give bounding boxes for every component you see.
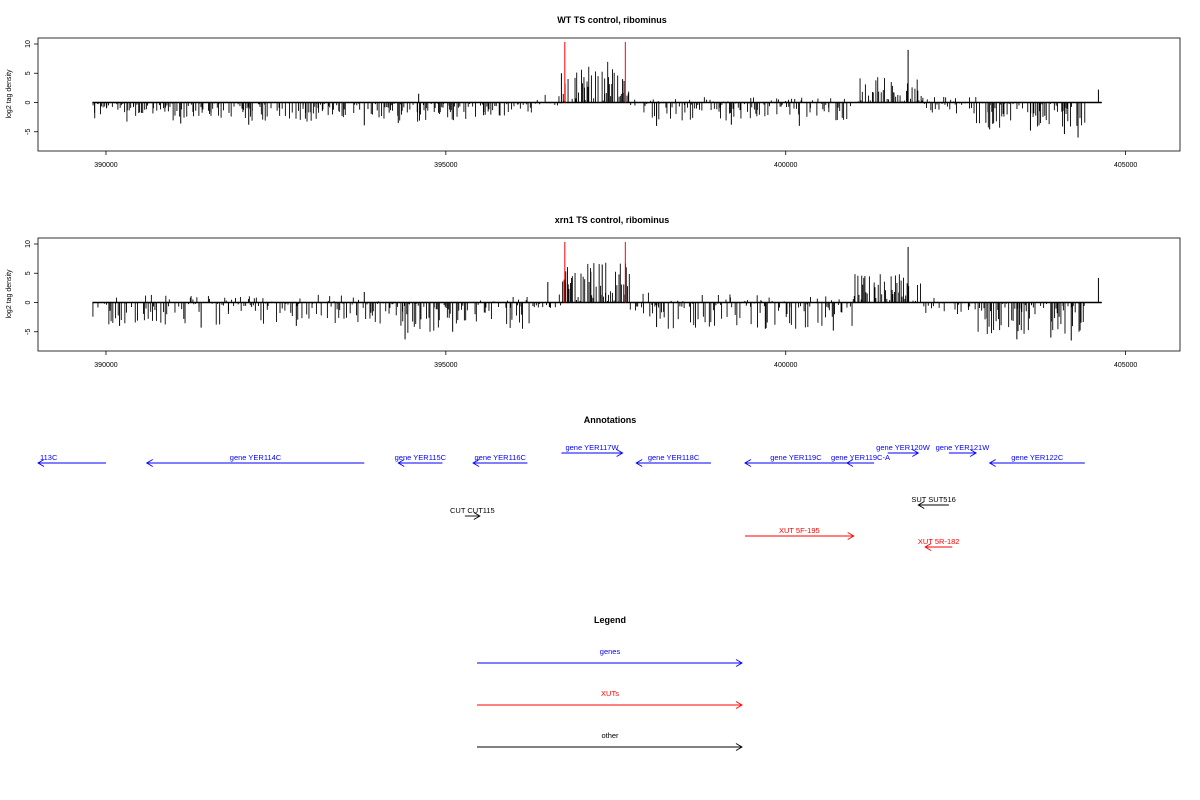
- wt-density-panel: WT TS control, ribominus 10 5 0 -5 390000 395…: [6, 15, 1181, 169]
- legend-item: genes: [477, 647, 743, 667]
- x-tick-label: 395000: [434, 162, 457, 169]
- feature-arrow: gene YER117W: [561, 443, 624, 457]
- feature-arrow: gene YER114C: [145, 453, 365, 467]
- x-tick-label: 405000: [1114, 162, 1137, 169]
- wt-panel-title: WT TS control, ribominus: [557, 15, 667, 25]
- y-tick-label: 5: [25, 271, 32, 275]
- feature-arrow: gene YER115C: [395, 453, 447, 467]
- legend-items: genes XUTs other: [477, 647, 743, 751]
- feature-arrow: SUT SUT516: [911, 495, 956, 509]
- feature-arrow: CUT CUT115: [450, 506, 495, 520]
- x-tick-label: 405000: [1114, 362, 1137, 369]
- feature-arrow: gene YER122C: [988, 453, 1085, 467]
- xrn1-density-bars: [92, 242, 1102, 341]
- feature-label: gene YER122C: [1011, 453, 1064, 462]
- feature-label: XUT 5F-195: [779, 526, 820, 535]
- feature-label: gene YER119C: [770, 453, 822, 462]
- annotation-track: Annotations 113C gene YER114C gene YER115C…: [37, 415, 1085, 551]
- feature-arrow: gene YER116C: [472, 453, 528, 467]
- wt-y-axis-label: log2 tag density: [6, 69, 13, 119]
- y-tick-label: -5: [25, 129, 32, 135]
- feature-label: gene YER118C: [648, 453, 700, 462]
- feature-label: gene YER114C: [230, 453, 282, 462]
- xrn1-plot-frame: [37, 237, 1181, 352]
- feature-arrow: gene YER120W: [876, 443, 931, 457]
- legend-item: XUTs: [477, 689, 743, 709]
- feature-arrow: XUT 5R-182: [918, 537, 960, 551]
- wt-plot-frame: [37, 37, 1181, 152]
- y-tick-label: 10: [25, 240, 32, 248]
- feature-arrow: gene YER119C: [744, 453, 847, 467]
- xrn1-density-panel: xrn1 TS control, ribominus 10 5 0 -5 390000 3…: [6, 215, 1181, 369]
- annotations-title: Annotations: [584, 415, 637, 425]
- x-tick-label: 400000: [774, 362, 797, 369]
- feature-arrow: gene YER119C-A: [831, 453, 890, 467]
- feature-label: gene YER115C: [395, 453, 447, 462]
- feature-label: gene YER117W: [565, 443, 619, 452]
- feature-label: CUT CUT115: [450, 506, 495, 515]
- feature-arrow: gene YER118C: [635, 453, 711, 467]
- legend-item: other: [477, 731, 743, 751]
- feature-label: gene YER120W: [876, 443, 931, 452]
- y-tick-label: -5: [25, 329, 32, 335]
- feature-label: 113C: [40, 453, 58, 462]
- y-tick-label: 0: [25, 100, 32, 104]
- feature-label: gene YER116C: [475, 453, 527, 462]
- feature-arrow: XUT 5F-195: [744, 526, 855, 540]
- feature-label: XUT 5R-182: [918, 537, 960, 546]
- wt-axes: 10 5 0 -5 390000 395000 400000 405000: [25, 40, 1137, 169]
- y-tick-label: 5: [25, 71, 32, 75]
- xrn1-panel-title: xrn1 TS control, ribominus: [555, 215, 670, 225]
- y-tick-label: 10: [25, 40, 32, 48]
- x-tick-label: 390000: [94, 162, 117, 169]
- x-tick-label: 390000: [94, 362, 117, 369]
- x-tick-label: 400000: [774, 162, 797, 169]
- feature-list: 113C gene YER114C gene YER115C gene YER116C…: [37, 443, 1085, 551]
- feature-arrow: 113C: [37, 453, 106, 467]
- y-tick-label: 0: [25, 300, 32, 304]
- legend-label: XUTs: [601, 689, 619, 698]
- wt-density-bars: [92, 42, 1102, 138]
- legend-title: Legend: [594, 615, 626, 625]
- feature-label: SUT SUT516: [911, 495, 955, 504]
- feature-label: gene YER119C-A: [831, 453, 890, 462]
- legend-label: other: [601, 731, 619, 740]
- feature-label: gene YER121W: [936, 443, 991, 452]
- legend-label: genes: [600, 647, 621, 656]
- legend: Legend genes XUTs other: [477, 615, 743, 751]
- feature-arrow: gene YER121W: [936, 443, 991, 457]
- xrn1-y-axis-label: log2 tag density: [6, 269, 13, 319]
- x-tick-label: 395000: [434, 362, 457, 369]
- xrn1-axes: 10 5 0 -5 390000 395000 400000 405000: [25, 240, 1137, 369]
